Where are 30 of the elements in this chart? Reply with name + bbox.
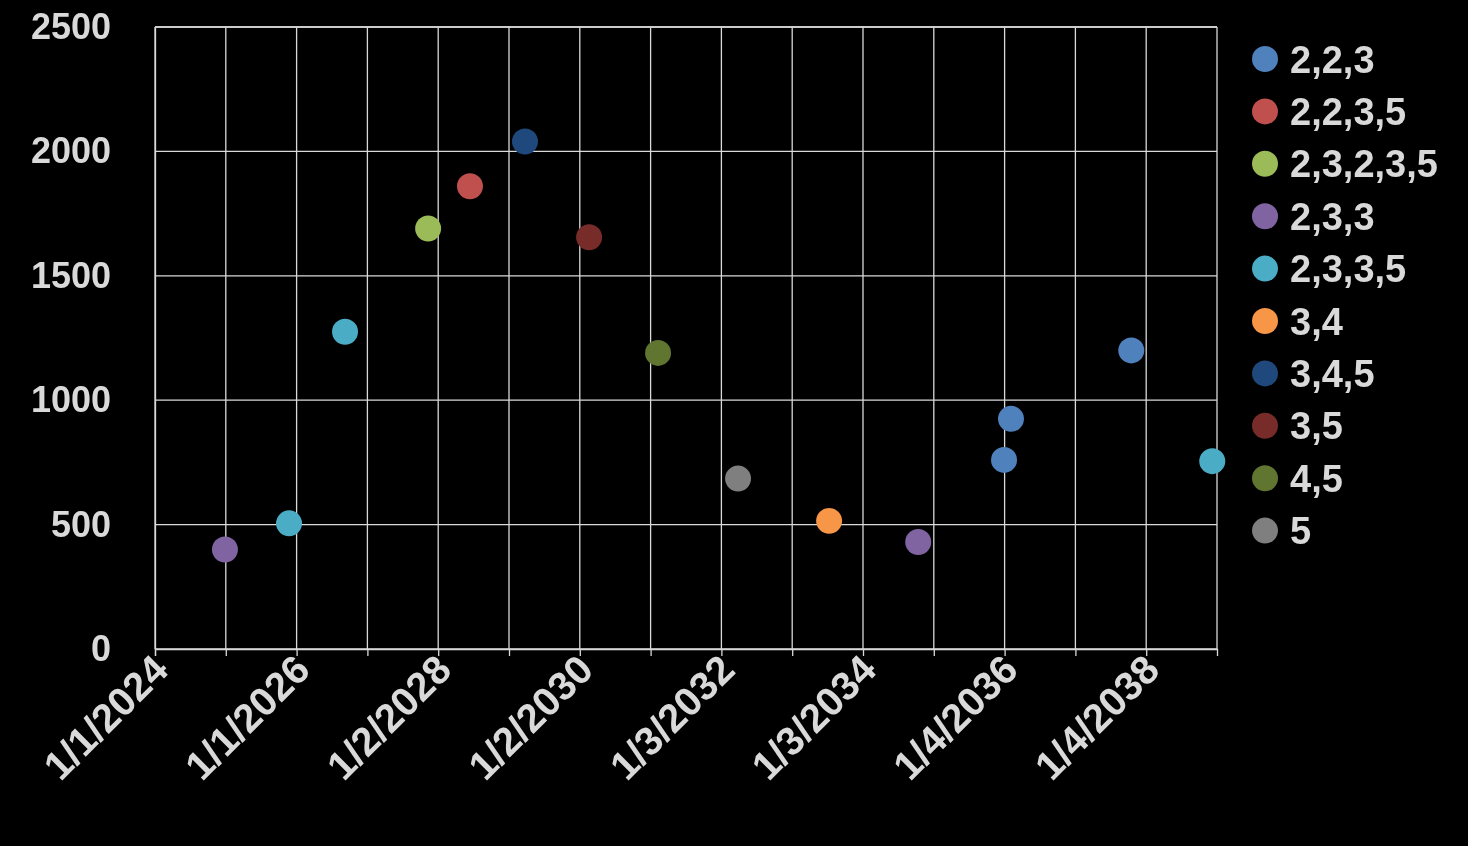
point: [816, 507, 843, 534]
legend-label: 5: [1290, 510, 1312, 553]
y-tick-label: 2500: [30, 6, 111, 48]
legend-label: 2,2,3,5: [1290, 91, 1407, 134]
point: [415, 215, 442, 242]
y-tick-label: 1500: [30, 254, 111, 296]
y-tick-label: 500: [50, 503, 111, 545]
legend-label: 2,3,2,3,5: [1290, 143, 1438, 186]
y-tick-label: 2000: [30, 130, 111, 172]
point: [276, 510, 303, 537]
point: [332, 318, 359, 345]
point: [725, 465, 752, 492]
y-tick-label: 1000: [30, 379, 111, 421]
point: [1118, 337, 1145, 364]
point: [991, 446, 1018, 473]
legend-label: 3,5: [1290, 405, 1343, 448]
legend-label: 4,5: [1290, 457, 1343, 500]
point: [511, 128, 538, 155]
point: [905, 529, 932, 555]
point: [998, 405, 1024, 432]
point: [1199, 448, 1226, 475]
point: [211, 536, 238, 563]
legend-label: 2,3,3: [1290, 195, 1375, 238]
point: [645, 339, 672, 366]
legend-label: 2,3,3,5: [1290, 248, 1407, 291]
legend-label: 3,4,5: [1290, 353, 1375, 396]
legend-label: 3,4: [1290, 300, 1343, 343]
point: [456, 173, 483, 200]
legend-label: 2,2,3: [1290, 38, 1375, 81]
point: [576, 224, 603, 251]
